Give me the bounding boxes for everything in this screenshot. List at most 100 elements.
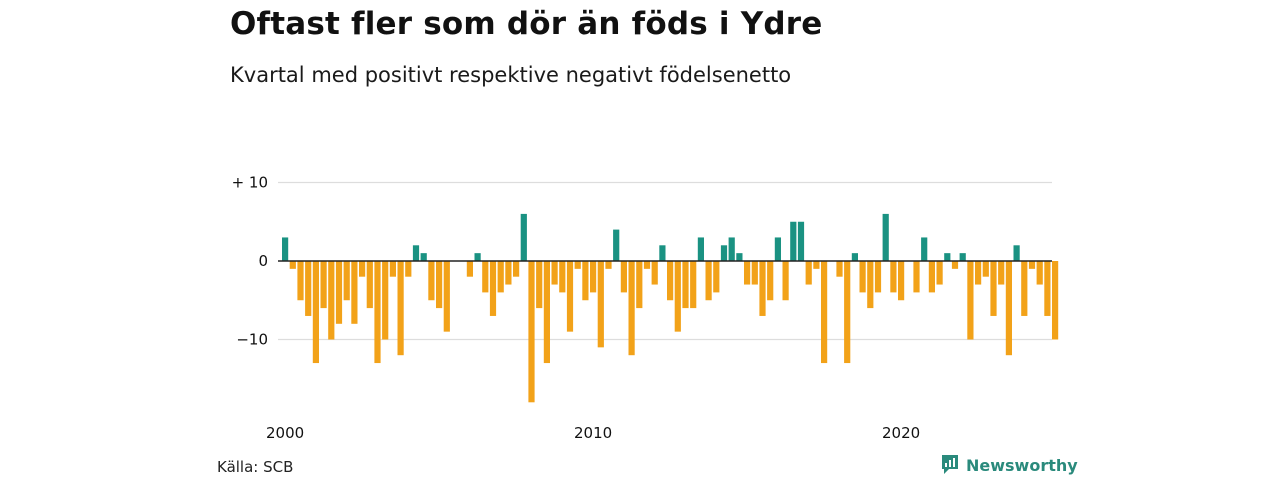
bar-negative [335, 261, 343, 324]
bar-negative [497, 261, 504, 293]
bar-negative [636, 261, 643, 309]
bar-negative [305, 261, 312, 316]
bar-negative [674, 261, 681, 332]
bar-negative [913, 261, 920, 293]
bar-negative [466, 261, 473, 277]
chart-subtitle: Kvartal med positivt respektive negativt… [230, 63, 792, 87]
bar-negative [1052, 261, 1059, 340]
bar-negative [505, 261, 512, 285]
bar-negative [405, 261, 412, 277]
bar-negative [320, 261, 327, 309]
bar-negative [682, 261, 689, 309]
bar-positive [697, 237, 704, 261]
bar-negative [536, 261, 543, 309]
bar-negative [359, 261, 366, 277]
brand-name: Newsworthy [966, 455, 1078, 475]
bar-negative [859, 261, 866, 293]
bar-negative [328, 261, 335, 340]
bar-negative [667, 261, 674, 301]
bar-negative [759, 261, 766, 316]
bar-negative [528, 261, 535, 403]
bar-negative [998, 261, 1005, 285]
bar-negative [297, 261, 304, 301]
bar-positive [1013, 245, 1020, 261]
bar-negative [513, 261, 520, 277]
bar-negative [751, 261, 758, 285]
grid-layer [278, 181, 1052, 341]
bar-positive [474, 253, 481, 261]
bar-negative [343, 261, 350, 301]
bar-negative [975, 261, 982, 285]
bar-negative [443, 261, 450, 332]
bar-negative [1021, 261, 1028, 316]
bar-positive [736, 253, 743, 261]
bars-layer [282, 213, 1059, 403]
chart-title: Oftast fler som dör än föds i Ydre [230, 6, 823, 42]
bar-negative [705, 261, 712, 301]
bar-positive [728, 237, 735, 261]
bar-negative [590, 261, 597, 293]
bar-negative [951, 261, 959, 269]
bar-negative [821, 261, 828, 364]
bar-negative [620, 261, 627, 293]
bar-negative [990, 261, 997, 316]
bar-negative [582, 261, 589, 301]
bar-positive [412, 245, 420, 261]
bar-negative [713, 261, 720, 293]
bar-negative [389, 261, 396, 277]
bar-positive [720, 245, 728, 261]
bar-negative [767, 261, 774, 301]
bar-negative [551, 261, 558, 285]
y-tick-label: 0 [258, 252, 268, 270]
x-tick-label: 2020 [882, 424, 920, 442]
bar-negative [1036, 261, 1043, 285]
bar-negative [543, 261, 550, 364]
bar-positive [944, 253, 951, 261]
bar-negative [813, 261, 820, 269]
bar-negative [844, 261, 851, 364]
bar-negative [351, 261, 358, 324]
bar-negative [651, 261, 658, 285]
bar-positive [882, 213, 889, 261]
axis-layer: + 10 0 −10 2000 2010 2020 [232, 174, 1052, 442]
bar-negative [744, 261, 751, 285]
bar-negative [836, 261, 843, 277]
bar-negative [890, 261, 897, 293]
brand-logo: Newsworthy [940, 454, 1078, 476]
bar-negative [690, 261, 697, 309]
bar-negative [1044, 261, 1051, 316]
bar-positive [659, 245, 666, 261]
bar-positive [790, 221, 797, 261]
bar-positive [921, 237, 928, 261]
bar-negative [574, 261, 581, 269]
bar-negative [382, 261, 389, 340]
bar-negative [605, 261, 612, 269]
bar-negative [898, 261, 905, 301]
bar-negative [489, 261, 497, 316]
newsworthy-logo-icon [942, 455, 958, 474]
y-tick-label: −10 [236, 331, 268, 349]
bar-negative [805, 261, 812, 285]
x-tick-label: 2010 [574, 424, 612, 442]
bar-negative [559, 261, 566, 293]
bar-negative [643, 261, 651, 269]
bar-negative [967, 261, 974, 340]
bar-negative [482, 261, 489, 293]
bar-positive [282, 237, 289, 261]
bar-negative [428, 261, 435, 301]
y-tick-label: + 10 [232, 174, 268, 192]
source-note: Källa: SCB [217, 458, 294, 476]
bar-negative [628, 261, 635, 356]
bar-negative [874, 261, 882, 293]
bar-positive [613, 229, 620, 261]
bar-negative [982, 261, 989, 277]
bar-negative [566, 261, 574, 332]
bar-negative [928, 261, 935, 293]
bar-negative [289, 261, 296, 269]
x-tick-label: 2000 [266, 424, 304, 442]
bar-positive [851, 253, 858, 261]
bar-positive [797, 221, 805, 261]
bar-negative [597, 261, 604, 348]
bar-positive [520, 213, 527, 261]
